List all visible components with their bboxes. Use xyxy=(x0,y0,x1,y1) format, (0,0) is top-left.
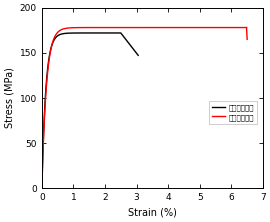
산화열처리후 xyxy=(245,26,248,29)
산화열처리전 xyxy=(87,32,90,34)
산화열처리후 xyxy=(53,36,56,39)
산화열처리전 xyxy=(119,32,123,35)
산화열처리전 xyxy=(40,187,43,190)
산화열처리전 xyxy=(137,54,140,57)
Line: 산화열처리후: 산화열처리후 xyxy=(42,28,247,188)
산화열처리전 xyxy=(134,51,138,54)
산화열처리후 xyxy=(40,187,43,190)
산화열처리후 xyxy=(164,26,168,29)
X-axis label: Strain (%): Strain (%) xyxy=(128,208,177,218)
산화열처리후 xyxy=(195,26,199,29)
산화열처리후 xyxy=(209,26,212,29)
산화열처리전 xyxy=(92,32,96,34)
산화열처리전 xyxy=(119,32,122,34)
산화열처리후 xyxy=(159,26,162,29)
산화열처리전 xyxy=(97,32,101,34)
산화열처리후 xyxy=(217,26,220,29)
산화열처리전 xyxy=(86,32,89,34)
산화열처리후 xyxy=(171,26,174,29)
Line: 산화열처리전: 산화열처리전 xyxy=(42,33,138,188)
Legend: 산화열처리전, 산화열처리후: 산화열처리전, 산화열처리후 xyxy=(209,101,257,124)
Y-axis label: Stress (MPa): Stress (MPa) xyxy=(4,68,14,129)
